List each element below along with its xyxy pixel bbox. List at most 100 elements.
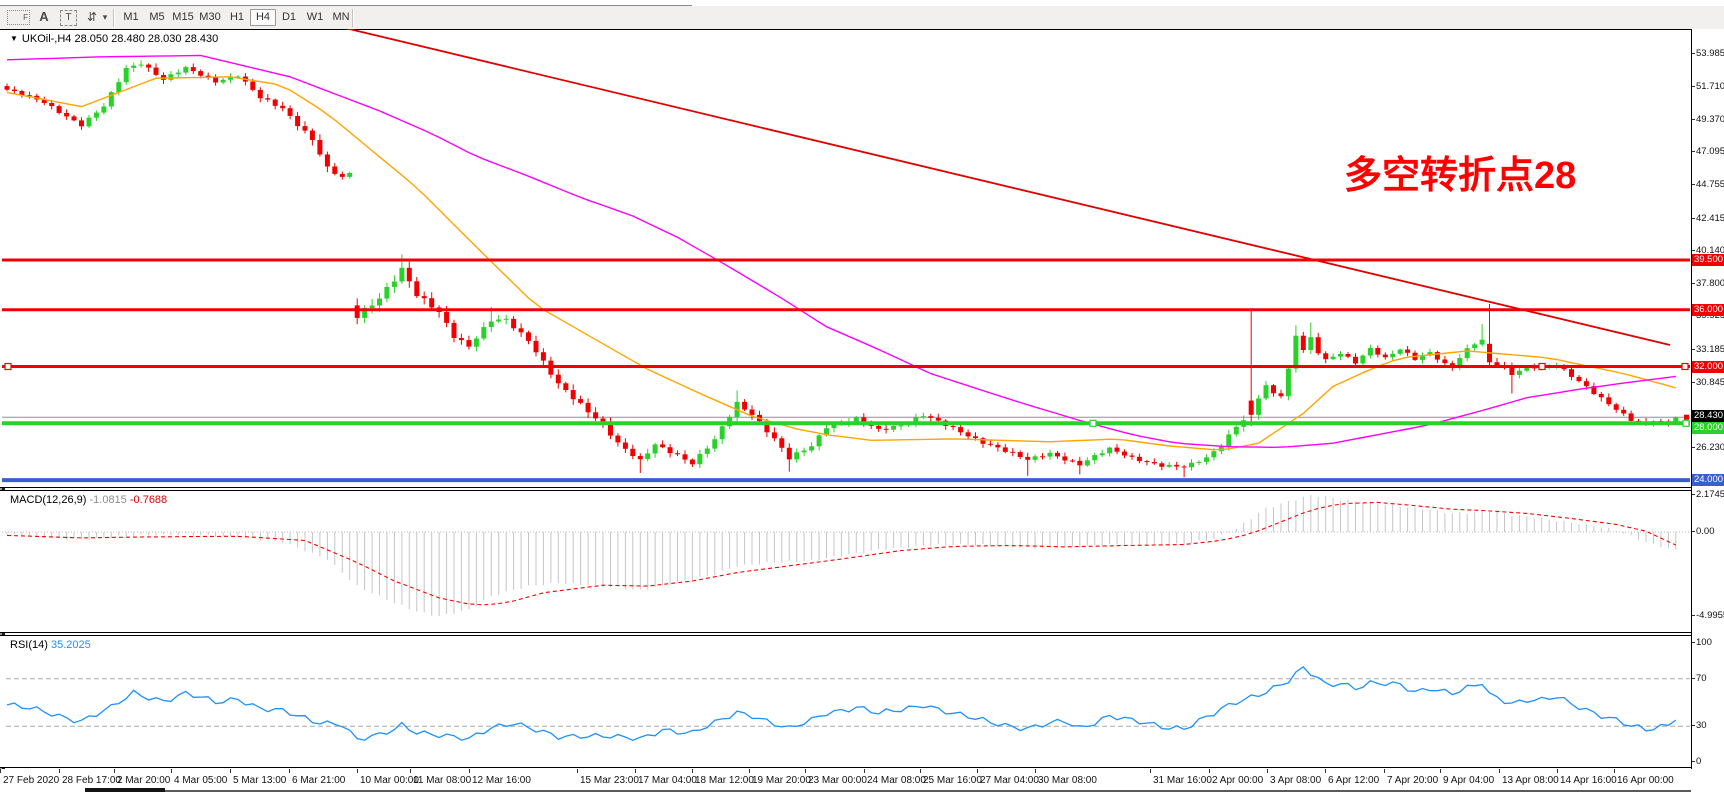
- rsi-panel[interactable]: [0, 636, 1692, 767]
- window-top-strip: [0, 0, 1724, 6]
- time-axis-label: 5 Mar 13:00: [233, 775, 287, 786]
- price-axis[interactable]: 53.985 51.710 49.370 47.095 44.755 42.415 40.1…: [1691, 29, 1724, 769]
- time-axis-tick: [469, 769, 470, 773]
- macd-label: MACD(12,26,9) -1.0815 -0.7688: [10, 494, 167, 506]
- panel-border: [0, 490, 1692, 491]
- text-box-icon[interactable]: T: [60, 10, 77, 26]
- timeframe-button-m1[interactable]: M1: [123, 11, 139, 23]
- price-tag-32.000: 32.000: [1692, 361, 1724, 373]
- time-axis-tick: [171, 769, 172, 773]
- rsi-axis-label: 0: [1691, 756, 1702, 767]
- time-axis-tick: [289, 769, 290, 773]
- price-axis-label: 33.185: [1691, 344, 1724, 355]
- symbol-ohlc-label: ▼ UKOil-,H4 28.050 28.480 28.030 28.430: [10, 33, 218, 45]
- time-axis-label: 16 Apr 00:00: [1617, 775, 1674, 786]
- timeframe-button-h4[interactable]: H4: [250, 9, 276, 26]
- price-tag-24.000: 24.000: [1692, 474, 1724, 486]
- panel-border: [0, 29, 1692, 30]
- timeframe-button-m30[interactable]: M30: [199, 11, 221, 23]
- time-axis-tick: [1440, 769, 1441, 773]
- rsi-canvas[interactable]: [0, 636, 1692, 767]
- timeframe-button-h1[interactable]: H1: [229, 11, 245, 23]
- time-axis-tick: [692, 769, 693, 773]
- time-axis-tick: [1325, 769, 1326, 773]
- time-axis-tick: [805, 769, 806, 773]
- time-axis-tick: [0, 769, 1, 773]
- macd-axis-label: 2.1745: [1691, 489, 1724, 500]
- time-axis-label: 14 Apr 16:00: [1560, 775, 1617, 786]
- symbol-ohlc-text: UKOil-,H4 28.050 28.480 28.030 28.430: [21, 33, 219, 45]
- price-tag-36.000: 36.000: [1692, 304, 1724, 316]
- window-top-border: [0, 5, 692, 6]
- time-axis-tick: [410, 769, 411, 773]
- time-axis-label: 28 Feb 17:00: [62, 775, 121, 786]
- macd-axis-label: -4.9955: [1691, 610, 1724, 621]
- time-axis-label: 6 Mar 21:00: [292, 775, 346, 786]
- time-axis-label: 11 Mar 08:00: [413, 775, 472, 786]
- macd-axis-label: 0.00: [1692, 526, 1715, 537]
- time-axis-label: 6 Apr 12:00: [1328, 775, 1380, 786]
- panel-border: [0, 635, 1692, 636]
- timeframe-button-mn[interactable]: MN: [332, 11, 350, 23]
- price-axis-label: 30.845: [1691, 377, 1724, 388]
- time-axis-label: 12 Mar 16:00: [472, 775, 531, 786]
- rsi-axis-label: 70: [1692, 673, 1707, 684]
- time-axis-label: 4 Mar 05:00: [174, 775, 228, 786]
- price-axis-label: 53.985: [1691, 48, 1724, 59]
- panel-border: [0, 487, 1692, 488]
- main-chart-canvas[interactable]: [0, 29, 1692, 487]
- chart-annotation-text[interactable]: 多空转折点28: [1344, 155, 1577, 197]
- macd-canvas[interactable]: [0, 491, 1692, 632]
- price-axis-label: 40.140: [1691, 245, 1724, 256]
- rsi-name: RSI(14): [10, 639, 48, 651]
- time-axis-label: 23 Mar 00:00: [808, 775, 867, 786]
- timeframe-button-m15[interactable]: M15: [172, 11, 194, 23]
- time-axis-tick: [1384, 769, 1385, 773]
- price-axis-label: 44.755: [1691, 179, 1724, 190]
- rsi-value: 35.2025: [50, 639, 91, 651]
- time-axis-tick: [357, 769, 358, 773]
- time-axis-tick: [114, 769, 115, 773]
- price-tag-39.500: 39.500: [1692, 254, 1724, 266]
- time-axis-label: 3 Apr 08:00: [1270, 775, 1322, 786]
- dropdown-caret-icon[interactable]: ▾: [102, 12, 108, 22]
- time-axis-tick: [230, 769, 231, 773]
- time-axis-label: 31 Mar 16:00: [1153, 775, 1212, 786]
- time-axis-tick: [920, 769, 921, 773]
- price-axis-label: 47.095: [1691, 146, 1724, 157]
- chart-toolbar: F A T ⇵ ▾ M1 M5 M15 M30 H1 H4 D1 W1 MN: [0, 6, 1724, 30]
- macd-main-value: -1.0815: [89, 494, 127, 506]
- time-axis-tick: [1209, 769, 1210, 773]
- timeframe-button-w1[interactable]: W1: [306, 11, 324, 23]
- time-axis-tick: [1557, 769, 1558, 773]
- timeframe-button-d1[interactable]: D1: [281, 11, 297, 23]
- symbol-dropdown-icon[interactable]: ▼: [10, 34, 18, 43]
- time-axis-tick: [59, 769, 60, 773]
- plot-right-border: [1691, 29, 1692, 769]
- time-axis-label: 2 Apr 00:00: [1212, 775, 1264, 786]
- price-tag-28.430: 28.430: [1692, 410, 1724, 422]
- price-axis-label: 37.800: [1691, 278, 1724, 289]
- macd-signal-value: -0.7688: [129, 494, 168, 506]
- macd-panel[interactable]: [0, 491, 1692, 632]
- time-axis-tick: [1035, 769, 1036, 773]
- time-axis-tick: [1614, 769, 1615, 773]
- grid-f-icon[interactable]: F: [7, 10, 30, 25]
- arrange-icon[interactable]: ⇵: [86, 10, 98, 24]
- time-axis-tick: [1267, 769, 1268, 773]
- window-bottom-border: [165, 790, 1691, 792]
- panel-border: [0, 767, 1692, 768]
- price-tag-28.000: 28.000: [1692, 422, 1724, 434]
- time-axis-label: 25 Mar 16:00: [923, 775, 982, 786]
- time-axis-tick: [749, 769, 750, 773]
- horizontal-scrollbar-thumb[interactable]: [85, 788, 165, 792]
- time-axis-label: 24 Mar 08:00: [867, 775, 926, 786]
- time-axis-label: 17 Mar 04:00: [638, 775, 697, 786]
- font-icon[interactable]: A: [39, 9, 49, 24]
- timeframe-button-m5[interactable]: M5: [149, 11, 165, 23]
- time-axis-label: 30 Mar 08:00: [1038, 775, 1097, 786]
- time-axis-label: 18 Mar 12:00: [695, 775, 754, 786]
- price-axis-label: 42.415: [1691, 213, 1724, 224]
- time-axis[interactable]: 27 Feb 2020 28 Feb 17:00 2 Mar 20:00 4 Mar …: [0, 769, 1724, 793]
